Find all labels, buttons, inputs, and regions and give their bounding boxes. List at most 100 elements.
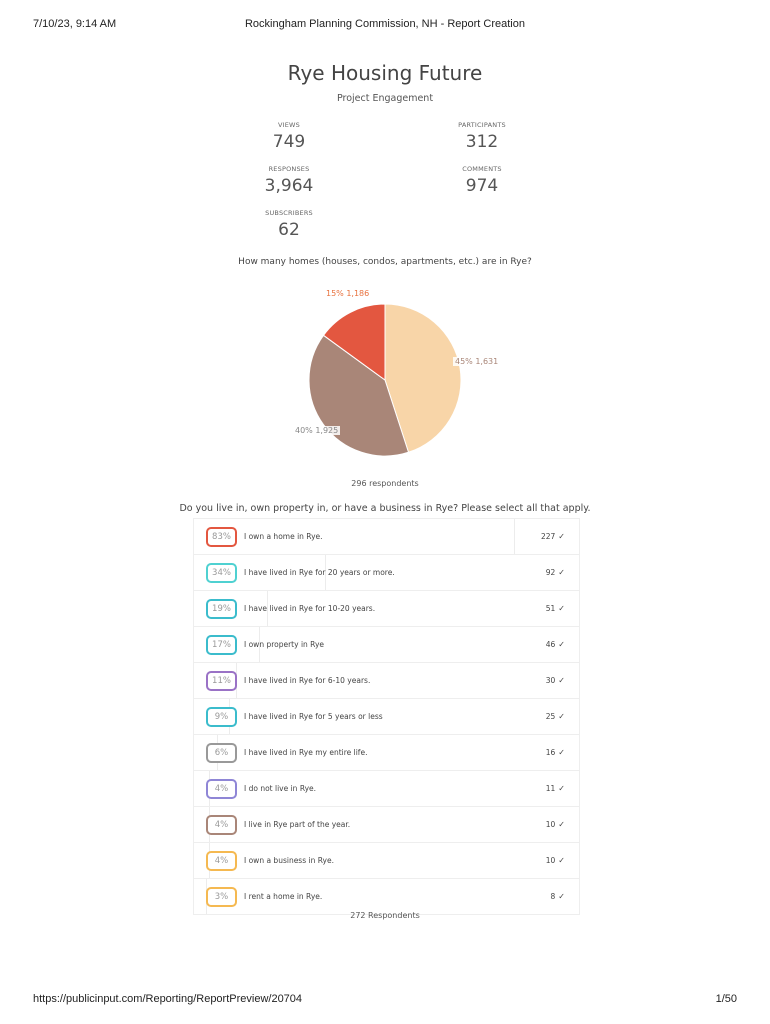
option-row: 6% I have lived in Rye my entire life. 1… [194,735,579,771]
option-count: 8 ✓ [551,879,565,914]
percent-badge: 83% [206,527,237,547]
count-value: 25 [545,712,556,721]
check-icon: ✓ [558,784,565,793]
print-url: https://publicinput.com/Reporting/Report… [33,993,303,1005]
percent-badge: 19% [206,599,237,619]
pie-slice [322,303,386,381]
stat-value: 3,964 [264,176,314,196]
option-count: 46 ✓ [546,627,565,662]
stat-label: COMMENTS [462,165,502,173]
option-row: 83% I own a home in Rye. 227 ✓ [194,519,579,555]
option-row: 3% I rent a home in Rye. 8 ✓ [194,879,579,914]
check-icon: ✓ [558,640,565,649]
percent-badge: 17% [206,635,237,655]
option-count: 227 ✓ [541,519,565,554]
percent-bar [194,591,269,626]
option-count: 25 ✓ [546,699,565,734]
option-row: 4% I own a business in Rye. 10 ✓ [194,843,579,879]
option-label: I have lived in Rye my entire life. [244,748,368,757]
options-list: 83% I own a home in Rye. 227 ✓ 34% I have… [193,518,580,915]
check-icon: ✓ [558,820,565,829]
count-value: 92 [545,568,556,577]
pie-slice [308,334,410,457]
count-value: 10 [545,820,556,829]
stat-participants: PARTICIPANTS 312 [422,121,542,152]
print-date: 7/10/23, 9:14 AM [33,18,117,30]
pie-svg [308,303,462,457]
count-value: 8 [550,892,556,901]
count-value: 51 [545,604,556,613]
check-icon: ✓ [558,892,565,901]
option-count: 10 ✓ [546,807,565,842]
count-value: 46 [545,640,556,649]
stat-subscribers: SUBSCRIBERS 62 [229,209,349,240]
percent-bar [194,879,207,914]
option-row: 19% I have lived in Rye for 10-20 years.… [194,591,579,627]
check-icon: ✓ [558,568,565,577]
stat-value: 749 [272,132,306,152]
count-value: 30 [545,676,556,685]
option-label: I own property in Rye [244,640,325,649]
option-label: I live in Rye part of the year. [244,820,351,829]
option-row: 11% I have lived in Rye for 6-10 years. … [194,663,579,699]
percent-bar [194,519,515,554]
check-icon: ✓ [558,712,565,721]
stat-label: RESPONSES [268,165,310,173]
option-label: I own a business in Rye. [244,856,334,865]
option-row: 9% I have lived in Rye for 5 years or le… [194,699,579,735]
option-count: 16 ✓ [546,735,565,770]
stat-label: SUBSCRIBERS [265,209,313,217]
option-row: 34% I have lived in Rye for 20 years or … [194,555,579,591]
percent-badge: 6% [206,743,237,763]
check-icon: ✓ [558,856,565,865]
count-value: 16 [545,748,556,757]
percent-badge: 9% [206,707,237,727]
percent-bar [194,627,261,662]
option-count: 92 ✓ [546,555,565,590]
stat-value: 312 [465,132,499,152]
option-count: 11 ✓ [546,771,565,806]
percent-badge: 34% [206,563,237,583]
option-label: I own a home in Rye. [244,532,323,541]
pie-label-0: 15% 1,186 [324,289,372,298]
report-title: Rye Housing Future [287,61,483,85]
stat-label: VIEWS [277,121,301,129]
option-count: 10 ✓ [546,843,565,878]
option-label: I do not live in Rye. [244,784,317,793]
percent-badge: 4% [206,815,237,835]
page-number: 1/50 [715,993,737,1005]
percent-badge: 11% [206,671,237,691]
option-count: 51 ✓ [546,591,565,626]
question-1-respondents: 296 respondents [351,479,419,488]
question-1-text: How many homes (houses, condos, apartmen… [238,257,532,267]
count-value: 11 [545,784,556,793]
check-icon: ✓ [558,532,565,541]
option-label: I have lived in Rye for 10-20 years. [244,604,376,613]
option-label: I rent a home in Rye. [244,892,323,901]
stat-views: VIEWS 749 [229,121,349,152]
option-row: 17% I own property in Rye 46 ✓ [194,627,579,663]
percent-badge: 4% [206,851,237,871]
report-subtitle: Project Engagement [336,93,434,104]
check-icon: ✓ [558,748,565,757]
option-label: I have lived in Rye for 6-10 years. [244,676,371,685]
option-count: 30 ✓ [546,663,565,698]
check-icon: ✓ [558,604,565,613]
stat-label: PARTICIPANTS [458,121,506,129]
question-2-text: Do you live in, own property in, or have… [179,503,591,514]
print-title: Rockingham Planning Commission, NH - Rep… [244,18,525,30]
question-2-respondents: 272 Respondents [350,911,420,920]
stat-value: 974 [465,176,499,196]
option-label: I have lived in Rye for 20 years or more… [244,568,395,577]
count-value: 227 [540,532,556,541]
pie-chart [290,285,480,475]
check-icon: ✓ [558,676,565,685]
pie-label-1: 45% 1,631 [453,357,501,366]
percent-badge: 4% [206,779,237,799]
option-row: 4% I live in Rye part of the year. 10 ✓ [194,807,579,843]
stat-comments: COMMENTS 974 [422,165,542,196]
percent-bar [194,555,326,590]
percent-badge: 3% [206,887,237,907]
pie-slice [384,303,462,453]
stat-responses: RESPONSES 3,964 [229,165,349,196]
